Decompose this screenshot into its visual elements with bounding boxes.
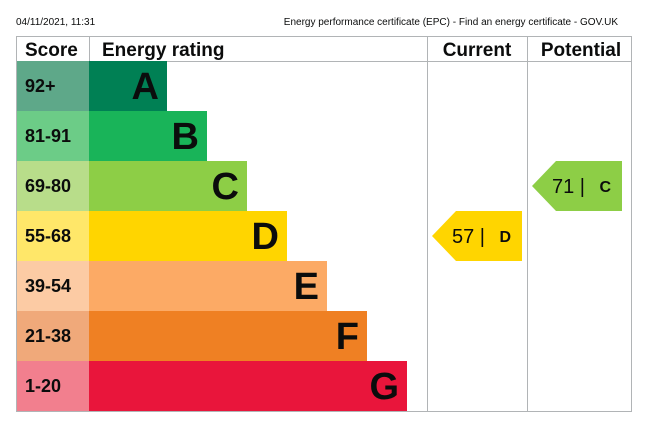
current-score-label: 57 | [452, 226, 485, 248]
score-range-b: 81-91 [25, 126, 71, 146]
rating-letter-b: B [172, 116, 199, 158]
potential-rating-letter: C [599, 179, 611, 196]
score-range-f: 21-38 [25, 326, 71, 346]
rating-markers: 57 | D 71 | C [432, 161, 622, 261]
score-cell-d [17, 211, 89, 261]
rating-bar-c [89, 161, 247, 211]
rating-bar-b [89, 111, 207, 161]
score-cell-f [17, 311, 89, 361]
rating-bands: 92+ A 81-91 B 69-80 C 55-68 D 39-54 E 21-38 F 1-20 G [17, 61, 407, 411]
rating-bar-d [89, 211, 287, 261]
rating-letter-d: D [252, 216, 279, 258]
rating-letter-f: F [336, 316, 359, 358]
score-range-c: 69-80 [25, 176, 71, 196]
chart-border [16, 36, 632, 412]
score-cell-e [17, 261, 89, 311]
score-column-header: Score [25, 40, 78, 61]
rating-bar-e [89, 261, 327, 311]
potential-score-label: 71 | [552, 176, 585, 198]
rating-column-header: Energy rating [102, 40, 224, 61]
rating-bar-g [89, 361, 407, 411]
rating-bar-a [89, 61, 167, 111]
score-range-a: 92+ [25, 76, 56, 96]
score-range-d: 55-68 [25, 226, 71, 246]
rating-letter-g: G [369, 366, 399, 408]
score-cell-c [17, 161, 89, 211]
rating-letter-a: A [132, 66, 159, 108]
score-cell-b [17, 111, 89, 161]
print-timestamp: 04/11/2021, 11:31 [16, 17, 96, 28]
potential-column-header: Potential [541, 40, 621, 61]
current-rating-marker [432, 211, 522, 261]
current-rating-letter: D [499, 229, 511, 246]
score-cell-a [17, 61, 89, 111]
rating-letter-c: C [212, 166, 239, 208]
rating-letter-e: E [294, 266, 319, 308]
rating-bar-f [89, 311, 367, 361]
score-range-e: 39-54 [25, 276, 71, 296]
score-cell-g [17, 361, 89, 411]
current-column-header: Current [443, 40, 512, 61]
print-page-title: Energy performance certificate (EPC) - F… [283, 17, 618, 28]
potential-rating-marker [532, 161, 622, 211]
score-range-g: 1-20 [25, 376, 61, 396]
